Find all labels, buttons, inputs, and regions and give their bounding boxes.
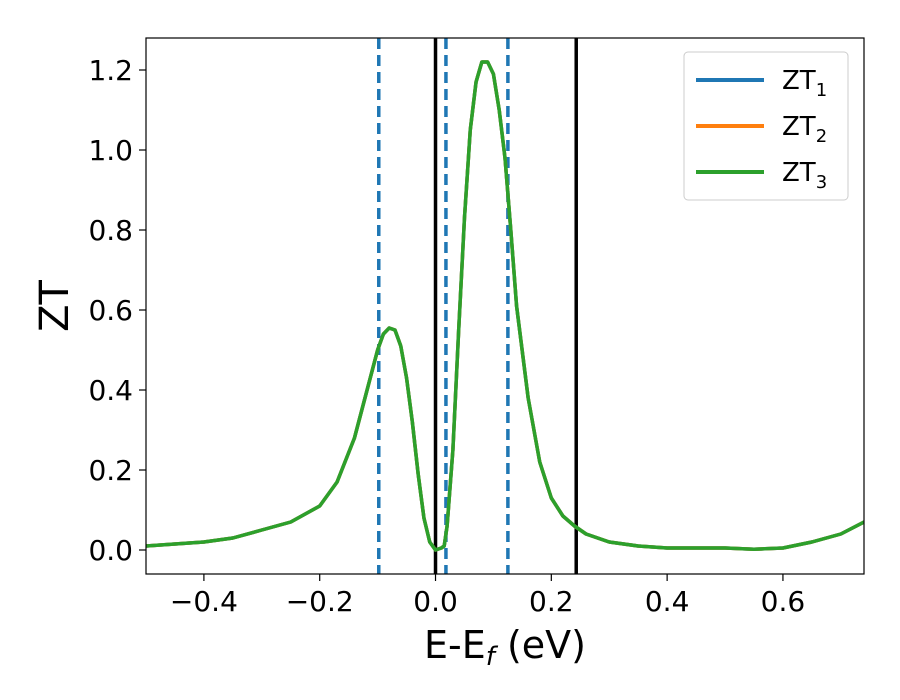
y-tick-label: 0.4 [88, 374, 133, 407]
plot-frame [145, 37, 865, 575]
y-axis-label: ZT [32, 280, 78, 332]
y-tick-label: 0.0 [88, 534, 133, 567]
y-axis-ticks: 0.0 0.2 0.4 0.6 0.8 1.0 1.2 [88, 54, 146, 567]
x-tick-label: −0.4 [170, 585, 238, 618]
series-line-3 [146, 60, 864, 552]
y-tick-label: 0.6 [88, 294, 133, 327]
legend-box [683, 51, 849, 201]
x-axis-label: E-Ef (eV) [424, 623, 586, 672]
series-lines [146, 60, 864, 552]
x-tick-label: 0.4 [645, 585, 690, 618]
legend-label-1: ZT1 [782, 66, 827, 101]
y-tick-label: 1.0 [88, 134, 133, 167]
legend-label-2: ZT2 [782, 112, 827, 147]
x-tick-label: 0.0 [413, 585, 458, 618]
x-tick-label: −0.2 [286, 585, 354, 618]
vertical-lines [377, 38, 578, 574]
y-tick-label: 0.2 [88, 454, 133, 487]
y-tick-label: 1.2 [88, 54, 133, 87]
x-tick-label: 0.2 [529, 585, 574, 618]
y-tick-label: 0.8 [88, 214, 133, 247]
legend-label-3: ZT3 [782, 158, 827, 193]
x-tick-label: 0.6 [761, 585, 806, 618]
legend: ZT1 ZT2 ZT3 [683, 51, 849, 201]
x-axis-ticks: −0.4 −0.2 0.0 0.2 0.4 0.6 [170, 574, 805, 618]
